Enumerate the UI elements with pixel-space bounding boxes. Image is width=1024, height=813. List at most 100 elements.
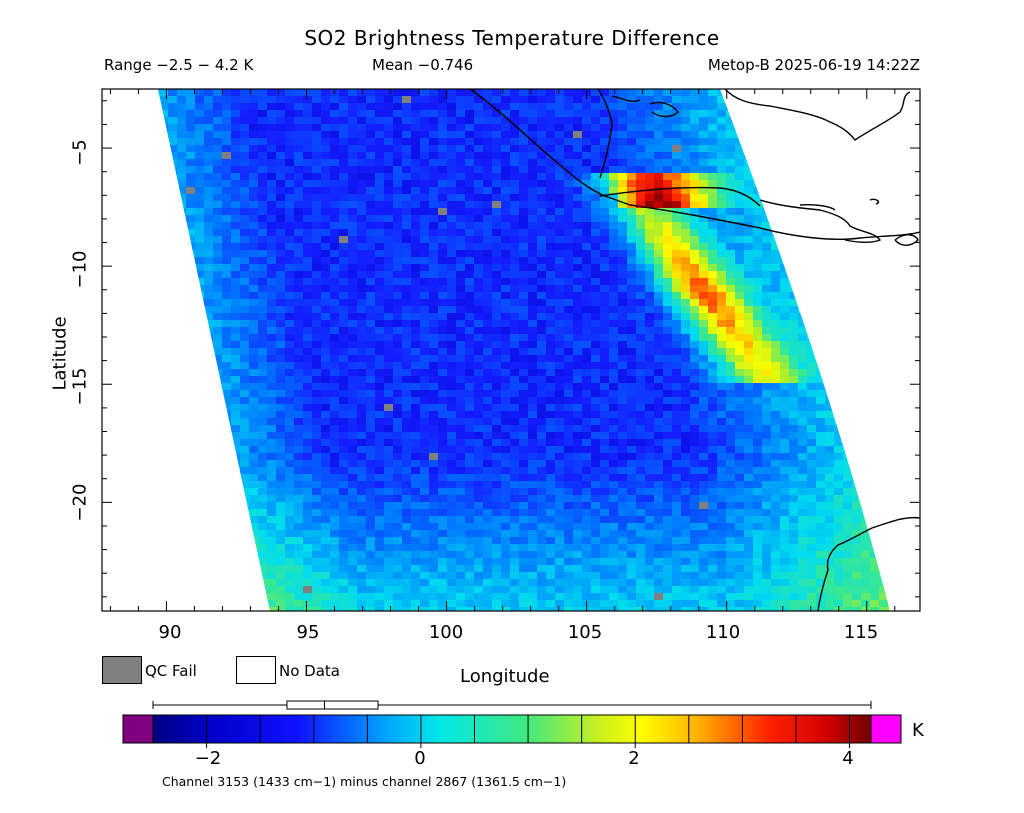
pixel-cell — [636, 327, 646, 335]
pixel-cell — [456, 334, 466, 342]
pixel-cell — [231, 306, 241, 314]
pixel-cell — [618, 411, 628, 419]
pixel-cell — [582, 327, 592, 335]
pixel-cell — [240, 369, 250, 377]
pixel-cell — [690, 341, 700, 349]
pixel-cell — [609, 334, 619, 342]
pixel-cell — [699, 222, 709, 230]
pixel-cell — [447, 453, 457, 461]
pixel-cell — [177, 159, 187, 167]
pixel-cell — [312, 383, 322, 391]
pixel-cell — [465, 404, 475, 412]
pixel-cell — [303, 355, 313, 363]
pixel-cell — [627, 215, 637, 223]
pixel-cell — [744, 117, 754, 125]
pixel-cell — [672, 299, 682, 307]
pixel-cell — [726, 187, 736, 195]
pixel-cell — [510, 152, 520, 160]
pixel-cell — [213, 110, 223, 118]
pixel-cell — [312, 418, 322, 426]
pixel-cell — [447, 334, 457, 342]
pixel-cell — [681, 145, 691, 153]
pixel-cell — [186, 152, 196, 160]
pixel-cell — [753, 236, 763, 244]
pixel-cell — [168, 481, 178, 489]
pixel-cell — [276, 425, 286, 433]
pixel-cell — [897, 159, 907, 167]
pixel-cell — [384, 264, 394, 272]
pixel-cell — [537, 257, 547, 265]
pixel-cell — [429, 257, 439, 265]
pixel-cell — [564, 208, 574, 216]
pixel-cell — [438, 285, 448, 293]
pixel-cell — [357, 194, 367, 202]
pixel-cell — [348, 453, 358, 461]
pixel-cell — [843, 250, 853, 258]
pixel-cell — [591, 306, 601, 314]
pixel-cell — [870, 467, 880, 475]
pixel-cell — [744, 362, 754, 370]
pixel-cell — [177, 257, 187, 265]
pixel-cell — [213, 187, 223, 195]
pixel-cell — [645, 138, 655, 146]
pixel-cell — [591, 278, 601, 286]
pixel-cell — [366, 229, 376, 237]
pixel-cell — [843, 418, 853, 426]
pixel-cell — [186, 208, 196, 216]
pixel-cell — [699, 369, 709, 377]
pixel-cell — [492, 432, 502, 440]
pixel-cell — [888, 194, 890, 202]
pixel-cell — [816, 243, 826, 251]
pixel-cell — [528, 208, 538, 216]
pixel-cell — [285, 236, 295, 244]
pixel-cell — [168, 208, 178, 216]
pixel-cell — [573, 250, 583, 258]
pixel-cell — [510, 418, 520, 426]
pixel-cell — [411, 229, 421, 237]
pixel-cell — [429, 110, 439, 118]
pixel-cell — [429, 341, 439, 349]
pixel-cell — [474, 138, 484, 146]
pixel-cell — [204, 229, 214, 237]
pixel-cell — [384, 278, 394, 286]
pixel-cell — [222, 124, 232, 132]
pixel-cell — [879, 467, 889, 475]
pixel-cell — [510, 425, 520, 433]
pixel-cell — [159, 425, 169, 433]
pixel-cell — [672, 250, 682, 258]
pixel-cell — [861, 411, 871, 419]
pixel-cell — [402, 495, 412, 503]
pixel-cell — [330, 383, 340, 391]
pixel-cell — [789, 355, 799, 363]
pixel-cell — [240, 502, 250, 510]
pixel-cell — [897, 334, 907, 342]
pixel-cell — [753, 369, 763, 377]
pixel-cell — [195, 460, 205, 468]
pixel-cell — [528, 376, 538, 384]
pixel-cell — [636, 411, 646, 419]
pixel-cell — [501, 411, 511, 419]
pixel-cell — [168, 292, 178, 300]
pixel-cell — [537, 411, 547, 419]
pixel-cell — [834, 278, 844, 286]
pixel-cell — [204, 341, 214, 349]
pixel-cell — [276, 215, 286, 223]
pixel-cell — [330, 474, 340, 482]
pixel-cell — [402, 229, 412, 237]
pixel-cell — [690, 243, 700, 251]
pixel-cell — [321, 138, 331, 146]
pixel-cell — [852, 341, 862, 349]
pixel-cell — [357, 257, 367, 265]
pixel-cell — [159, 376, 169, 384]
pixel-cell — [735, 292, 745, 300]
pixel-cell — [357, 103, 367, 111]
pixel-cell — [753, 159, 763, 167]
pixel-cell — [312, 215, 322, 223]
pixel-cell — [870, 306, 880, 314]
pixel-cell — [483, 474, 493, 482]
pixel-cell — [870, 376, 880, 384]
pixel-cell — [834, 495, 844, 503]
pixel-cell — [231, 131, 241, 139]
pixel-cell — [186, 404, 196, 412]
pixel-cell — [888, 271, 890, 279]
